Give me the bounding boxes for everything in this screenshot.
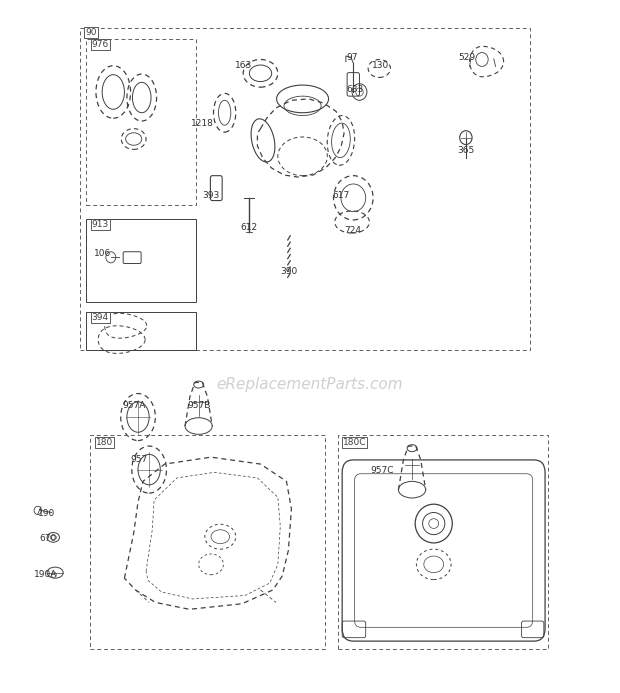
Text: 97: 97 bbox=[346, 53, 357, 62]
Text: 393: 393 bbox=[202, 191, 219, 200]
Text: 390: 390 bbox=[280, 267, 298, 277]
Text: 957C: 957C bbox=[371, 466, 394, 475]
Text: 633: 633 bbox=[346, 85, 363, 94]
Text: 957: 957 bbox=[131, 455, 148, 464]
Text: 190A: 190A bbox=[33, 570, 57, 579]
Text: 365: 365 bbox=[457, 146, 474, 155]
Text: 724: 724 bbox=[344, 226, 361, 235]
Text: 976: 976 bbox=[92, 40, 109, 49]
Text: 913: 913 bbox=[92, 220, 109, 229]
Text: 180C: 180C bbox=[343, 438, 366, 447]
Text: 163: 163 bbox=[234, 61, 252, 70]
Text: 394: 394 bbox=[92, 313, 108, 322]
Text: 957A: 957A bbox=[122, 401, 145, 410]
Text: 1218: 1218 bbox=[191, 119, 214, 128]
Text: 190: 190 bbox=[38, 509, 55, 518]
Text: 106: 106 bbox=[94, 249, 111, 258]
Text: 957B: 957B bbox=[187, 401, 211, 410]
Text: 180: 180 bbox=[96, 438, 113, 447]
Text: 130: 130 bbox=[372, 61, 389, 70]
Text: 90: 90 bbox=[86, 28, 97, 37]
Text: 617: 617 bbox=[332, 191, 350, 200]
Text: 670: 670 bbox=[39, 534, 56, 543]
Text: eReplacementParts.com: eReplacementParts.com bbox=[216, 377, 404, 392]
Text: 529: 529 bbox=[458, 53, 476, 62]
Text: 612: 612 bbox=[241, 223, 258, 232]
